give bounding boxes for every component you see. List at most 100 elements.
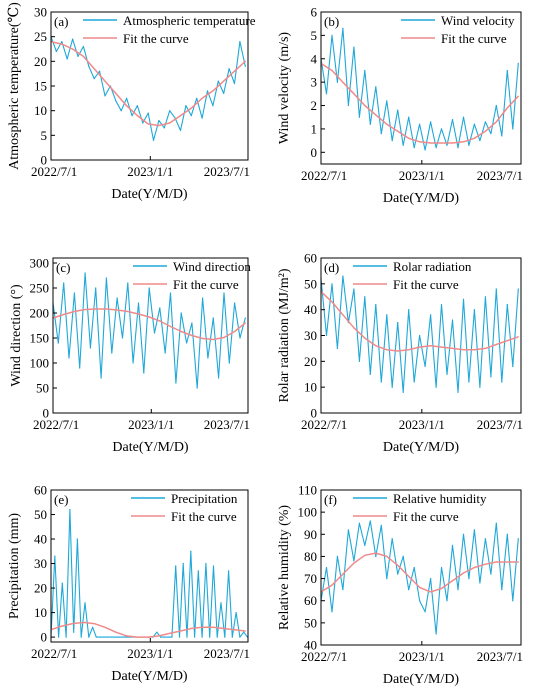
data-point	[197, 570, 199, 572]
fit-point	[462, 349, 465, 351]
fit-point	[506, 561, 508, 563]
data-point	[107, 636, 109, 638]
x-tick-label: 2022/7/1	[31, 646, 77, 661]
data-point	[462, 298, 465, 300]
fit-point	[451, 142, 454, 144]
data-point	[207, 357, 209, 359]
fit-point	[158, 124, 160, 127]
data-point	[473, 529, 475, 531]
data-point	[462, 116, 465, 118]
fit-point	[495, 561, 497, 563]
panel-label: (d)	[324, 260, 339, 275]
data-point	[178, 636, 181, 638]
y-axis-label: Wind direction (°)	[9, 284, 24, 387]
y-tick-label: 0	[311, 145, 318, 160]
data-point	[490, 376, 492, 378]
data-point	[517, 62, 519, 64]
data-point	[175, 382, 177, 384]
y-tick-label: 30	[34, 556, 47, 571]
fit-point	[82, 55, 84, 58]
y-tick-label: 25	[34, 29, 47, 44]
fit-point	[61, 625, 63, 627]
data-point	[55, 50, 58, 53]
data-point	[126, 97, 128, 99]
fit-point	[473, 349, 475, 351]
data-point	[512, 365, 514, 368]
data-point	[110, 636, 112, 638]
y-tick-label: 60	[304, 593, 317, 608]
data-point	[61, 582, 63, 584]
data-point	[132, 362, 134, 364]
data-point	[143, 372, 145, 374]
fit-point	[95, 308, 97, 310]
data-point	[495, 288, 497, 290]
data-point	[512, 128, 514, 130]
data-point	[223, 292, 225, 294]
data-point	[424, 149, 426, 151]
fit-point	[179, 630, 182, 632]
data-point	[190, 115, 192, 117]
data-point	[95, 287, 97, 289]
data-point	[186, 636, 188, 638]
legend-label: Fit the curve	[393, 509, 459, 524]
y-tick-label: 70	[304, 571, 317, 586]
x-axis-label: Date(Y/M/D)	[383, 191, 460, 206]
y-tick-label: 110	[298, 483, 317, 498]
data-point	[353, 46, 355, 48]
data-point	[336, 81, 338, 83]
y-tick-label: 4	[311, 51, 318, 66]
x-axis-label: Date(Y/M/D)	[111, 669, 188, 684]
data-point	[118, 636, 120, 638]
fit-point	[386, 349, 388, 351]
data-point	[495, 104, 497, 107]
x-tick-label: 2022/7/1	[301, 417, 347, 432]
data-point	[430, 578, 432, 580]
legend-label: Fit the curve	[123, 31, 189, 46]
data-point	[68, 357, 70, 359]
fit-point	[147, 636, 149, 638]
data-point	[116, 297, 118, 299]
data-point	[228, 362, 230, 364]
data-point	[89, 347, 91, 349]
panel-label: (c)	[56, 260, 70, 275]
x-axis-label: Date(Y/M/D)	[112, 440, 189, 455]
y-tick-label: 50	[304, 276, 317, 291]
data-point	[347, 104, 349, 107]
data-point	[167, 636, 169, 638]
data-point	[190, 550, 192, 552]
data-point	[353, 560, 355, 562]
data-point	[201, 117, 203, 119]
raw-data-line	[50, 509, 248, 638]
fit-point	[61, 43, 63, 45]
panel-label: (a)	[54, 14, 68, 29]
y-tick-label: 250	[30, 281, 50, 296]
data-point	[239, 337, 241, 339]
x-tick-label: 2023/7/1	[204, 646, 250, 661]
data-point	[105, 277, 107, 279]
data-point	[84, 602, 86, 604]
x-axis-label: Date(Y/M/D)	[383, 672, 460, 687]
fit-point	[136, 115, 138, 117]
data-point	[440, 128, 443, 130]
data-point	[156, 631, 158, 633]
data-point	[79, 367, 81, 369]
plot-frame	[320, 11, 522, 165]
raw-data-line	[320, 520, 519, 635]
fit-point	[136, 636, 138, 638]
fit-point	[244, 322, 246, 324]
data-point	[58, 636, 60, 638]
data-point	[375, 555, 377, 558]
fit-point	[364, 104, 366, 107]
fit-point	[223, 336, 225, 339]
x-tick-label: 2022/7/1	[301, 168, 347, 183]
data-point	[462, 533, 465, 535]
data-point	[127, 282, 129, 284]
x-tick-label: 2023/1/1	[127, 164, 173, 179]
fit-point	[84, 308, 86, 311]
data-point	[99, 70, 101, 72]
fit-point	[462, 572, 465, 574]
y-tick-label: 50	[304, 615, 317, 630]
fit-point	[484, 563, 486, 565]
y-tick-label: 60	[304, 251, 317, 266]
data-point	[369, 520, 371, 522]
